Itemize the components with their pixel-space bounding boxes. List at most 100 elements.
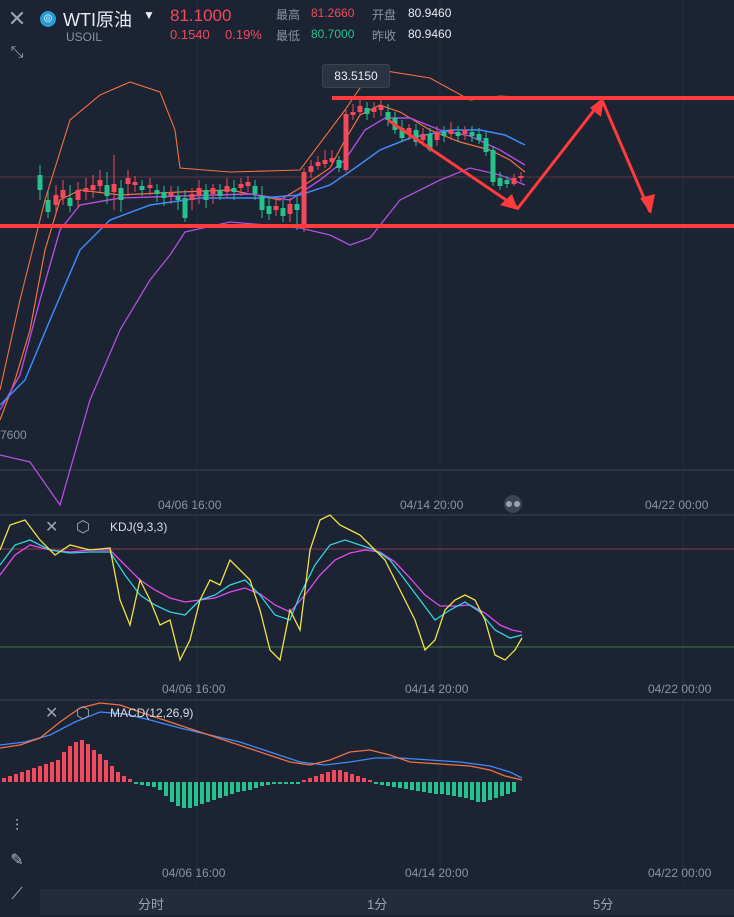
macd-bar-14 [86, 744, 90, 782]
candle-body-29 [245, 182, 251, 186]
candle-body-26 [224, 186, 230, 192]
candle-body-40 [322, 160, 328, 164]
macd-bar-63 [380, 782, 384, 785]
tab-timeshare[interactable]: 分时 [138, 897, 165, 912]
candle-body-59 [455, 132, 461, 136]
candles-icon[interactable]: ⫶ [14, 818, 19, 835]
kdj-k-line [0, 514, 523, 662]
candle-body-32 [266, 206, 272, 214]
indicator-icon[interactable]: ⟋ [11, 886, 23, 903]
macd-bar-28 [170, 782, 174, 802]
candle-body-33 [273, 206, 279, 210]
chevron-down-icon[interactable]: ▼ [143, 8, 155, 22]
macd-bar-17 [104, 760, 108, 782]
macd-bar-16 [98, 754, 102, 782]
macd-bar-59 [356, 776, 360, 782]
tab-1min[interactable]: 1分 [367, 897, 388, 912]
candle-body-18 [168, 192, 174, 196]
close-icon[interactable]: ✕ [7, 6, 27, 31]
symbol-name[interactable]: WTI原油 [63, 10, 132, 30]
low-label: 最低 [276, 29, 301, 43]
candle-body-28 [238, 184, 244, 188]
kdj-label: KDJ(9,3,3) [110, 520, 168, 534]
macd-bar-43 [260, 782, 264, 786]
macd-bar-55 [332, 770, 336, 782]
candle-body-16 [154, 190, 160, 194]
candle-body-15 [147, 185, 153, 188]
macd-bar-27 [164, 782, 168, 796]
open-label: 开盘 [372, 8, 397, 22]
macd-bar-49 [296, 782, 300, 784]
shrink-icon[interactable]: ⤡ [10, 44, 24, 61]
macd-bar-6 [38, 766, 42, 782]
candle-body-61 [469, 132, 475, 136]
macd-bar-26 [158, 782, 162, 790]
candle-body-25 [217, 190, 223, 196]
open-value: 80.9460 [408, 6, 452, 20]
macd-bar-64 [386, 782, 390, 786]
period-tab-bar [40, 889, 734, 915]
macd-bar-69 [416, 782, 420, 791]
kdj-d-line [0, 539, 523, 639]
ma-blue-line [0, 129, 526, 406]
candle-body-43 [343, 114, 349, 170]
candle-body-37 [301, 172, 307, 226]
macd-dif-line [0, 702, 523, 781]
close-kdj-icon[interactable]: ✕ [45, 519, 59, 536]
macd-bar-9 [56, 760, 60, 782]
macd-bar-39 [236, 782, 240, 792]
macd-bar-29 [176, 782, 180, 806]
macd-bar-15 [92, 750, 96, 782]
arrowhead-up [590, 97, 604, 117]
macd-bar-62 [374, 782, 378, 784]
macd-x-tick-2: 04/14 20:00 [405, 866, 469, 880]
macd-bar-31 [188, 782, 192, 808]
macd-bar-40 [242, 782, 246, 791]
macd-bar-70 [422, 782, 426, 792]
macd-bar-74 [446, 782, 450, 795]
macd-bar-67 [404, 782, 408, 789]
ma-purple-line [0, 117, 526, 411]
candle-body-30 [252, 186, 258, 194]
macd-bar-84 [506, 782, 510, 794]
left-edge-price-label: 7600 [0, 428, 27, 442]
candle-body-31 [259, 196, 265, 210]
candle-body-38 [308, 166, 314, 172]
settings-macd-icon[interactable]: ⬡ [76, 705, 90, 722]
macd-bar-5 [32, 768, 36, 782]
candle-body-1 [45, 200, 51, 212]
macd-bar-20 [122, 776, 126, 782]
candle-body-53 [413, 130, 419, 142]
candle-body-39 [315, 162, 321, 166]
macd-bar-56 [338, 770, 342, 782]
macd-bar-66 [398, 782, 402, 788]
candle-body-60 [462, 130, 468, 134]
candle-body-8 [97, 180, 103, 186]
macd-bar-73 [440, 782, 444, 794]
macd-bar-41 [248, 782, 252, 790]
macd-bar-76 [458, 782, 462, 797]
more-dots-icon[interactable] [504, 495, 522, 513]
candle-body-13 [132, 182, 138, 185]
main-x-tick-2: 04/14 20:00 [400, 498, 464, 512]
candle-body-20 [182, 198, 188, 218]
pen-icon[interactable]: ✎ [10, 852, 24, 869]
kdj-x-tick-1: 04/06 16:00 [162, 682, 226, 696]
settings-kdj-icon[interactable]: ⬡ [76, 519, 90, 536]
candle-body-51 [399, 128, 405, 138]
macd-bar-21 [128, 779, 132, 782]
main-x-tick-1: 04/06 16:00 [158, 498, 222, 512]
close-macd-icon[interactable]: ✕ [45, 705, 59, 722]
macd-bar-81 [488, 782, 492, 800]
macd-bar-7 [44, 764, 48, 782]
macd-bar-60 [362, 778, 366, 782]
projection-arrow-path[interactable] [387, 97, 652, 213]
candle-body-42 [336, 160, 342, 168]
boll-lower-line [0, 167, 526, 507]
symbol-logo-icon: ◎ [40, 11, 56, 27]
tab-5min[interactable]: 5分 [593, 897, 614, 912]
price-flag-label: 83.5150 [322, 64, 390, 88]
macd-bar-85 [512, 782, 516, 792]
macd-bar-4 [26, 770, 30, 782]
